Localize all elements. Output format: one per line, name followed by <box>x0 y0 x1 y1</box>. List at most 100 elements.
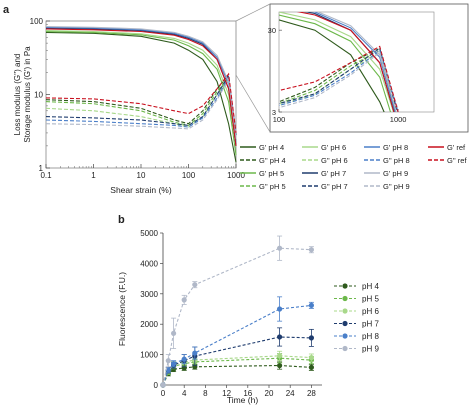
series-line <box>45 30 237 156</box>
b-x-tick-label: 0 <box>161 389 166 398</box>
b-legend-label: pH 7 <box>362 320 379 329</box>
inset-x-tick-label: 100 <box>273 115 286 124</box>
x-axis-label: Shear strain (%) <box>110 185 172 195</box>
x-tick-label: 0.1 <box>40 171 52 180</box>
b-x-tick-label: 12 <box>222 389 231 398</box>
b-data-point <box>181 297 187 303</box>
b-legend-marker <box>342 333 348 339</box>
b-data-point <box>181 356 187 362</box>
series-line <box>45 75 237 133</box>
b-legend-marker <box>342 283 348 289</box>
b-x-axis-label: Time (h) <box>227 395 258 405</box>
b-y-tick-label: 1000 <box>140 351 158 360</box>
b-data-point <box>192 350 198 356</box>
series-line <box>45 74 237 146</box>
x-tick-label: 10 <box>137 171 146 180</box>
b-y-tick-label: 5000 <box>140 229 158 238</box>
panel-b-label: b <box>118 214 125 226</box>
b-y-tick-label: 2000 <box>140 320 158 329</box>
b-data-point <box>308 355 314 361</box>
series-line <box>45 26 237 143</box>
series-line <box>45 77 237 131</box>
b-legend-label: pH 8 <box>362 332 379 341</box>
series-line <box>45 74 237 136</box>
series-line <box>45 26 237 139</box>
inset-series-line <box>316 12 397 112</box>
b-data-point <box>277 306 283 312</box>
b-data-point <box>171 361 177 367</box>
b-x-tick-label: 28 <box>307 389 316 398</box>
x-tick-label: 1 <box>91 171 96 180</box>
y-axis-label-line1: Loss modulus (G'') and <box>13 54 22 136</box>
legend-label: G'' ref <box>447 156 467 165</box>
inset-series-line <box>279 47 398 112</box>
b-x-tick-label: 20 <box>265 389 274 398</box>
b-legend-marker <box>342 308 348 314</box>
legend-label: G'' pH 6 <box>321 156 348 165</box>
b-data-point <box>277 362 283 369</box>
b-data-point <box>277 245 283 251</box>
b-legend-marker <box>342 345 348 352</box>
legend-label: G'' pH 8 <box>383 156 410 165</box>
legend-label: G'' pH 7 <box>321 182 348 191</box>
b-x-tick-label: 24 <box>286 389 295 398</box>
b-data-point <box>277 334 283 340</box>
legend-label: G'' pH 9 <box>383 182 410 191</box>
legend-label: G' pH 9 <box>383 169 408 178</box>
inset-series-line <box>279 47 396 112</box>
x-tick-label: 1000 <box>227 171 245 180</box>
b-legend-marker <box>342 295 348 302</box>
inset-series-line <box>311 12 396 112</box>
series-line <box>45 31 237 163</box>
legend-label: G' pH 6 <box>321 143 346 152</box>
legend-label: G' pH 7 <box>321 169 346 178</box>
b-y-tick-label: 3000 <box>140 290 158 299</box>
inset-plot-frame <box>278 11 435 113</box>
inset-series-line <box>296 12 395 112</box>
inset-series-line <box>279 19 385 112</box>
inset-series-line <box>279 14 392 112</box>
b-data-point <box>308 364 314 370</box>
b-series-line <box>162 304 312 386</box>
b-y-axis-label: Fluorescence (F.U.) <box>117 272 127 346</box>
b-y-tick-label: 0 <box>154 381 159 390</box>
panel-a-plot-frame <box>45 20 237 169</box>
b-data-point <box>160 382 166 388</box>
b-data-point <box>308 302 314 308</box>
legend-label: G' pH 8 <box>383 143 408 152</box>
inset-series-line <box>304 12 395 112</box>
legend-label: G'' pH 4 <box>259 156 286 165</box>
y-tick-label: 1 <box>39 164 44 173</box>
legend-label: G' ref <box>447 143 466 152</box>
zoom-connector <box>235 3 271 22</box>
inset-y-tick-label: 3 <box>272 108 276 117</box>
b-legend-label: pH 4 <box>362 282 379 291</box>
b-data-point <box>308 247 314 253</box>
y-axis-label-line2: Storage modulus (G') in Pa <box>23 46 32 143</box>
b-legend-label: pH 6 <box>362 307 379 316</box>
series-line <box>45 72 237 133</box>
legend-label: G'' pH 5 <box>259 182 286 191</box>
b-data-point <box>308 335 314 341</box>
inset-x-tick-label: 1000 <box>390 115 407 124</box>
b-legend-marker <box>342 320 348 327</box>
y-tick-label: 100 <box>30 17 44 26</box>
inset-y-tick-label: 30 <box>268 26 276 35</box>
panel-a-label: a <box>3 4 10 16</box>
b-data-point <box>165 358 171 364</box>
b-y-tick-label: 4000 <box>140 259 158 268</box>
b-x-tick-label: 4 <box>182 389 187 398</box>
y-tick-label: 10 <box>34 91 43 100</box>
legend-label: G' pH 4 <box>259 143 284 152</box>
b-data-point <box>277 353 283 359</box>
series-line <box>45 76 237 143</box>
inset-series-line <box>279 49 396 112</box>
b-x-tick-label: 8 <box>203 389 208 398</box>
b-data-point <box>171 330 177 336</box>
b-data-point <box>192 282 198 288</box>
inset-series-line <box>279 12 395 112</box>
inset-frame <box>269 3 469 133</box>
legend-label: G' pH 5 <box>259 169 284 178</box>
zoom-connector <box>235 74 271 133</box>
